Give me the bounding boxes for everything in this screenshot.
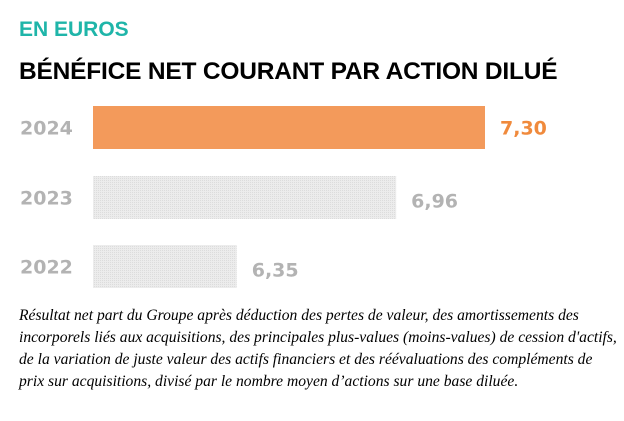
bar-chart: 2024 7,30 2023 6,96 2022 6,35: [20, 106, 547, 288]
category-label: 2022: [20, 257, 73, 279]
chart-subtitle: EN EUROS: [19, 18, 129, 41]
value-label: 6,35: [252, 260, 299, 282]
chart-title: BÉNÉFICE NET COURANT PAR ACTION DILUÉ: [19, 58, 558, 85]
bar-2023: [93, 176, 397, 219]
bar-2024: [93, 106, 485, 149]
footnote: Résultat net part du Groupe après déduct…: [19, 307, 617, 390]
value-label: 6,96: [411, 191, 458, 213]
category-label: 2024: [20, 118, 73, 140]
value-label: 7,30: [500, 118, 547, 140]
category-label: 2023: [20, 188, 73, 210]
bar-2022: [93, 245, 237, 288]
